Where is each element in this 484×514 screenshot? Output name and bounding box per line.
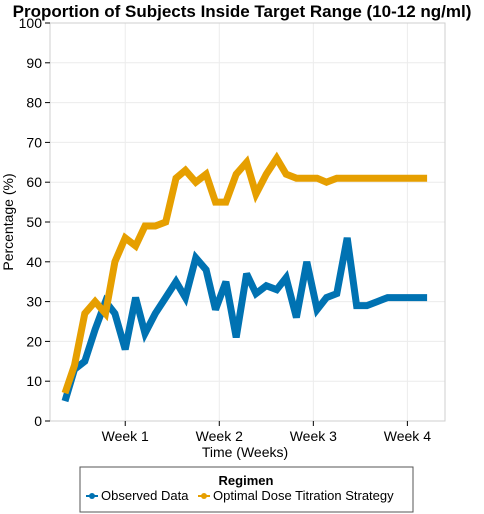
legend-title: Regimen xyxy=(219,473,274,488)
y-axis-ticks: 0 10 20 30 40 50 60 70 80 90 100 xyxy=(19,15,50,429)
y-tick-label: 40 xyxy=(26,254,42,270)
legend-entries: Observed Data Optimal Dose Titration Stra… xyxy=(86,488,394,503)
series-lines xyxy=(61,151,428,403)
legend: Regimen Observed Data Optimal Dose Titrat… xyxy=(79,466,414,513)
grid xyxy=(50,22,445,422)
y-tick-label: 0 xyxy=(34,413,42,429)
legend-entry-label: Observed Data xyxy=(101,488,189,503)
series-line-0 xyxy=(61,237,428,403)
y-axis-label: Percentage (%) xyxy=(0,173,16,270)
x-axis-label: Time (Weeks) xyxy=(202,444,288,460)
y-tick-label: 30 xyxy=(26,294,42,310)
y-tick-label: 100 xyxy=(19,15,43,31)
chart-title: Proportion of Subjects Inside Target Ran… xyxy=(13,2,472,21)
legend-swatch-marker xyxy=(89,493,95,499)
y-tick-label: 90 xyxy=(26,55,42,71)
legend-swatch-marker xyxy=(201,493,207,499)
x-axis-ticks: Week 1 Week 2 Week 3 Week 4 xyxy=(102,421,431,444)
legend-box xyxy=(79,466,414,513)
x-tick-label: Week 1 xyxy=(102,428,149,444)
y-tick-label: 60 xyxy=(26,174,42,190)
x-tick-label: Week 3 xyxy=(290,428,337,444)
y-tick-label: 20 xyxy=(26,333,42,349)
y-tick-label: 50 xyxy=(26,214,42,230)
y-tick-label: 80 xyxy=(26,95,42,111)
y-tick-label: 70 xyxy=(26,134,42,150)
x-tick-label: Week 4 xyxy=(384,428,431,444)
x-tick-label: Week 2 xyxy=(196,428,243,444)
series-line-1 xyxy=(61,151,428,395)
y-tick-label: 10 xyxy=(26,373,42,389)
legend-entry-label: Optimal Dose Titration Strategy xyxy=(213,488,394,503)
